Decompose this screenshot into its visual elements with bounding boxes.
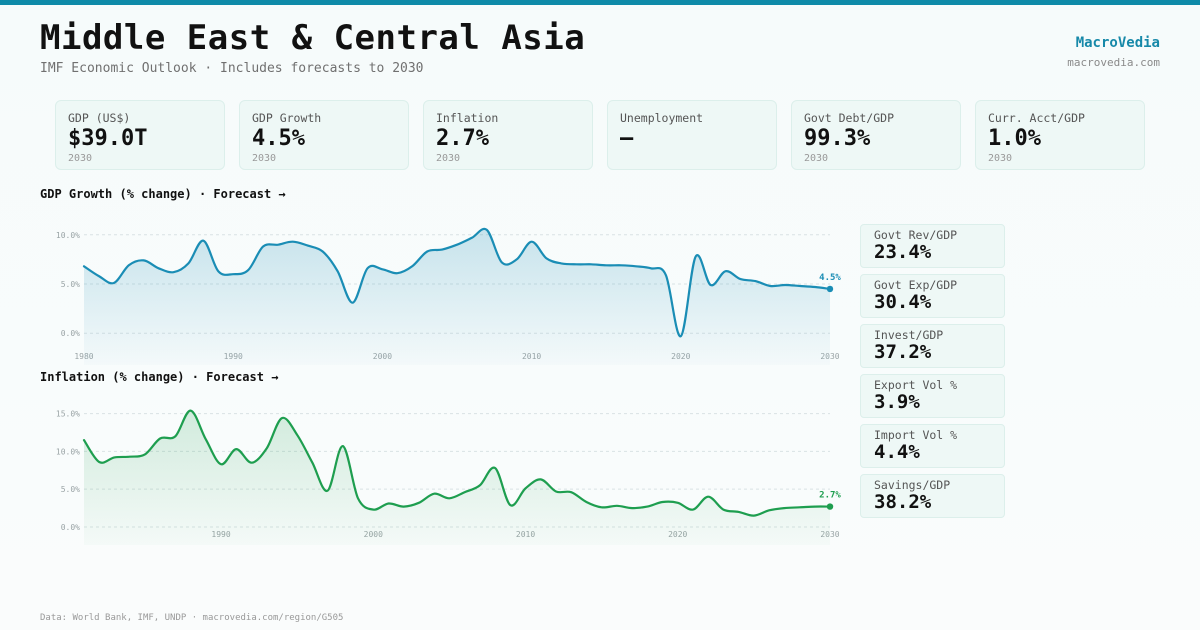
series-area bbox=[84, 228, 830, 365]
kpi-card-govt-debt: Govt Debt/GDP 99.3% 2030 bbox=[791, 100, 961, 170]
series-area bbox=[84, 410, 830, 545]
kpi-label: Govt Debt/GDP bbox=[804, 111, 895, 125]
last-value-label: 4.5% bbox=[819, 273, 841, 283]
side-stat-govt-exp: Govt Exp/GDP 30.4% bbox=[860, 274, 1005, 318]
kpi-card-current-account: Curr. Acct/GDP 1.0% 2030 bbox=[975, 100, 1145, 170]
side-stat-label: Govt Exp/GDP bbox=[874, 278, 958, 292]
side-stat-value: 30.4% bbox=[874, 291, 932, 313]
last-point-marker bbox=[826, 285, 834, 293]
y-tick-label: 10.0% bbox=[56, 447, 80, 456]
side-stat-import-vol: Import Vol % 4.4% bbox=[860, 424, 1005, 468]
y-tick-label: 5.0% bbox=[61, 280, 80, 289]
kpi-value: 4.5% bbox=[252, 126, 305, 151]
kpi-card-gdp: GDP (US$) $39.0T 2030 bbox=[55, 100, 225, 170]
side-stat-value: 3.9% bbox=[874, 391, 920, 413]
side-stat-label: Savings/GDP bbox=[874, 478, 951, 492]
kpi-year: 2030 bbox=[988, 153, 1013, 164]
side-stat-label: Import Vol % bbox=[874, 428, 958, 442]
side-stat-label: Export Vol % bbox=[874, 378, 958, 392]
side-stat-value: 23.4% bbox=[874, 241, 932, 263]
y-tick-label: 15.0% bbox=[56, 410, 80, 419]
inflation-chart-title: Inflation (% change) · Forecast → bbox=[40, 370, 279, 384]
kpi-label: Inflation bbox=[436, 111, 499, 125]
side-stat-value: 38.2% bbox=[874, 491, 932, 513]
gdp-growth-chart: 0.0%5.0%10.0%1980199020002010202020304.5… bbox=[56, 227, 841, 365]
side-stat-savings: Savings/GDP 38.2% bbox=[860, 474, 1005, 518]
inflation-chart: 0.0%5.0%10.0%15.0%199020002010202020302.… bbox=[56, 409, 841, 545]
top-accent-bar bbox=[0, 0, 1200, 5]
kpi-value: $39.0T bbox=[68, 126, 148, 151]
kpi-card-gdp-growth: GDP Growth 4.5% 2030 bbox=[239, 100, 409, 170]
kpi-card-unemployment: Unemployment — bbox=[607, 100, 777, 170]
side-stat-label: Invest/GDP bbox=[874, 328, 944, 342]
last-value-label: 2.7% bbox=[819, 491, 841, 501]
kpi-value: 99.3% bbox=[804, 126, 871, 151]
page-title: Middle East & Central Asia bbox=[40, 18, 586, 58]
side-stat-value: 4.4% bbox=[874, 441, 920, 463]
kpi-year: 2030 bbox=[252, 153, 277, 164]
kpi-label: GDP (US$) bbox=[68, 111, 131, 125]
y-tick-label: 10.0% bbox=[56, 231, 80, 240]
last-point-marker bbox=[826, 503, 834, 510]
kpi-year: 2030 bbox=[436, 153, 461, 164]
page-subtitle: IMF Economic Outlook · Includes forecast… bbox=[40, 61, 424, 76]
kpi-row: GDP (US$) $39.0T 2030 GDP Growth 4.5% 20… bbox=[55, 100, 1145, 170]
kpi-year: 2030 bbox=[804, 153, 829, 164]
y-tick-label: 0.0% bbox=[61, 329, 80, 338]
kpi-value: 2.7% bbox=[436, 126, 489, 151]
kpi-year: 2030 bbox=[68, 153, 93, 164]
side-stat-invest: Invest/GDP 37.2% bbox=[860, 324, 1005, 368]
side-stat-value: 37.2% bbox=[874, 341, 932, 363]
brand-logo[interactable]: MacroVedia bbox=[1075, 35, 1160, 51]
footer-source: Data: World Bank, IMF, UNDP · macrovedia… bbox=[40, 613, 344, 623]
kpi-label: Unemployment bbox=[620, 111, 704, 125]
side-stat-label: Govt Rev/GDP bbox=[874, 228, 958, 242]
series-line bbox=[82, 227, 832, 338]
brand-url[interactable]: macrovedia.com bbox=[1067, 56, 1160, 69]
side-stat-govt-rev: Govt Rev/GDP 23.4% bbox=[860, 224, 1005, 268]
y-tick-label: 5.0% bbox=[61, 485, 80, 494]
series-line bbox=[82, 409, 832, 517]
gdp-chart-title: GDP Growth (% change) · Forecast → bbox=[40, 187, 286, 201]
x-tick-label: 2030 bbox=[820, 530, 839, 539]
kpi-card-inflation: Inflation 2.7% 2030 bbox=[423, 100, 593, 170]
kpi-label: Curr. Acct/GDP bbox=[988, 111, 1085, 125]
kpi-value: — bbox=[620, 126, 634, 151]
kpi-label: GDP Growth bbox=[252, 111, 322, 125]
y-tick-label: 0.0% bbox=[61, 523, 80, 532]
kpi-value: 1.0% bbox=[988, 126, 1041, 151]
side-stat-export-vol: Export Vol % 3.9% bbox=[860, 374, 1005, 418]
x-tick-label: 2030 bbox=[820, 352, 839, 361]
